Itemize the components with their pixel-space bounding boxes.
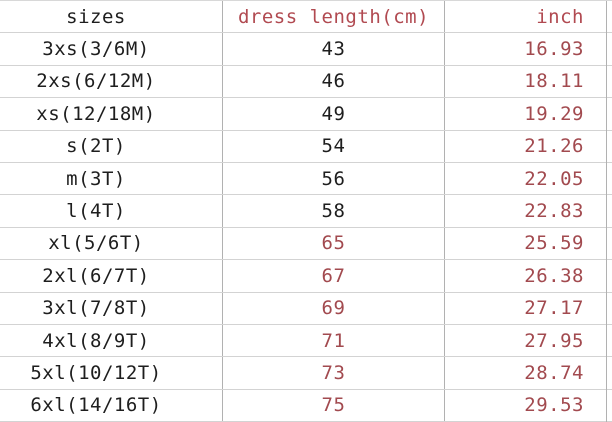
table-right-border xyxy=(606,1,607,422)
inch-header: inch xyxy=(536,5,584,28)
inch-cell: 19.29 xyxy=(524,102,584,125)
size-cell: m(3T) xyxy=(0,162,223,195)
cm-cell: 46 xyxy=(223,65,445,98)
size-cell: 6xl(14/16T) xyxy=(0,389,223,422)
table-row: 6xl(14/16T) 75 29.53 xyxy=(0,389,612,422)
cm-cell: 54 xyxy=(223,130,445,162)
table-row: xs(12/18M) 49 19.29 xyxy=(0,98,612,131)
inch-cell: 27.17 xyxy=(524,297,584,320)
table-row: l(4T) 58 22.83 xyxy=(0,195,612,228)
inch-cell: 21.26 xyxy=(524,135,584,158)
cm-cell: 43 xyxy=(223,33,445,65)
size-cell: 2xs(6/12M) xyxy=(0,65,223,98)
cm-cell: 71 xyxy=(223,324,445,357)
table-row: xl(5/6T) 65 25.59 xyxy=(0,227,612,261)
sizes-header: sizes xyxy=(0,1,223,33)
cm-cell: 75 xyxy=(223,389,445,422)
inch-cell: 22.05 xyxy=(524,167,584,190)
table-row: 3xs(3/6M) 43 16.93 xyxy=(0,33,612,66)
inch-cell: 25.59 xyxy=(524,232,584,255)
inch-cell: 27.95 xyxy=(524,329,584,352)
size-cell: 5xl(10/12T) xyxy=(0,357,223,389)
inch-cell: 16.93 xyxy=(524,38,584,61)
cm-cell: 65 xyxy=(223,227,445,260)
inch-cell: 18.11 xyxy=(524,70,584,93)
table-row: 2xl(6/7T) 67 26.38 xyxy=(0,260,612,293)
table-row: m(3T) 56 22.05 xyxy=(0,162,612,196)
inch-cell: 29.53 xyxy=(524,394,584,417)
table-header-row: sizes dress length(cm) inch xyxy=(0,1,612,34)
size-cell: 4xl(8/9T) xyxy=(0,324,223,357)
size-cell: s(2T) xyxy=(0,130,223,162)
size-cell: xs(12/18M) xyxy=(0,98,223,130)
cm-cell: 67 xyxy=(223,260,445,292)
table-row: s(2T) 54 21.26 xyxy=(0,130,612,163)
cm-cell: 56 xyxy=(223,162,445,195)
size-cell: 2xl(6/7T) xyxy=(0,260,223,292)
size-cell: xl(5/6T) xyxy=(0,227,223,260)
cm-cell: 58 xyxy=(223,195,445,227)
inch-cell: 28.74 xyxy=(524,361,584,384)
size-cell: 3xs(3/6M) xyxy=(0,33,223,65)
size-cell: l(4T) xyxy=(0,195,223,227)
table-row: 4xl(8/9T) 71 27.95 xyxy=(0,324,612,358)
cm-cell: 49 xyxy=(223,98,445,130)
table-row: 3xl(7/8T) 69 27.17 xyxy=(0,292,612,325)
cm-cell: 73 xyxy=(223,357,445,389)
size-cell: 3xl(7/8T) xyxy=(0,292,223,324)
cm-cell: 69 xyxy=(223,292,445,324)
inch-cell: 22.83 xyxy=(524,200,584,223)
dress-length-cm-header: dress length(cm) xyxy=(223,1,445,33)
inch-cell: 26.38 xyxy=(524,264,584,287)
table-row: 2xs(6/12M) 46 18.11 xyxy=(0,65,612,99)
table-row: 5xl(10/12T) 73 28.74 xyxy=(0,357,612,390)
